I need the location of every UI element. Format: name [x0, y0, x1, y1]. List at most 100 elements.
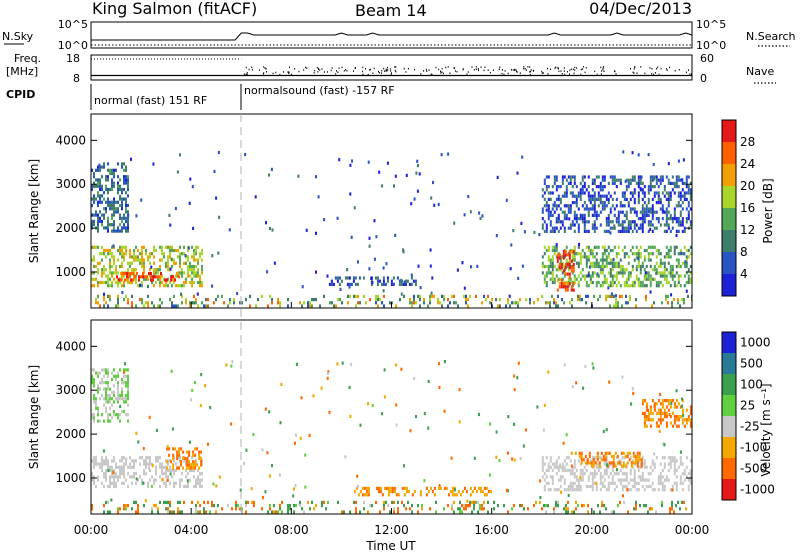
- freq-dot: [691, 73, 692, 75]
- echo-cell: [612, 461, 615, 465]
- echo-cell: [419, 493, 422, 497]
- echo-cell: [645, 274, 648, 278]
- echo-cell: [99, 178, 101, 182]
- freq-dot: [475, 68, 477, 70]
- echo-cell: [115, 168, 117, 172]
- freq-dot: [337, 71, 339, 73]
- echo-cell: [180, 463, 183, 467]
- echo-cell: [453, 294, 455, 298]
- echo-cell: [579, 197, 582, 201]
- echo-cell: [461, 504, 463, 508]
- echo-cell: [651, 462, 654, 466]
- echo-cell: [495, 234, 498, 238]
- echo-cell: [647, 408, 650, 412]
- echo-cell: [209, 510, 211, 514]
- echo-cell: [563, 363, 566, 367]
- echo-cell: [467, 504, 469, 508]
- echo-cell: [115, 413, 117, 417]
- echo-cell: [571, 510, 573, 514]
- echo-cell: [657, 197, 660, 201]
- echo-cell: [675, 258, 678, 262]
- echo-cell: [125, 294, 127, 298]
- echo-cell: [677, 264, 680, 269]
- echo-cell: [487, 294, 489, 298]
- echo-cell: [673, 472, 676, 476]
- echo-cell: [117, 393, 119, 398]
- echo-cell: [95, 462, 97, 466]
- echo-cell: [113, 400, 115, 404]
- echo-cell: [675, 233, 678, 238]
- echo-cell: [186, 466, 189, 470]
- echo-cell: [581, 204, 584, 208]
- echo-cell: [679, 405, 682, 409]
- echo-cell: [107, 219, 109, 224]
- echo-cell: [270, 167, 273, 171]
- echo-cell: [649, 264, 652, 269]
- echo-cell: [617, 459, 620, 463]
- freq-dot: [258, 69, 260, 71]
- echo-cell: [577, 264, 580, 269]
- echo-cell: [651, 481, 654, 485]
- freq-dot: [251, 66, 253, 68]
- echo-cell: [521, 264, 524, 268]
- echo-cell: [564, 253, 567, 257]
- echo-cell: [663, 210, 666, 214]
- echo-cell: [631, 191, 634, 195]
- echo-cell: [121, 197, 123, 201]
- freq-dot: [438, 68, 440, 71]
- echo-cell: [557, 294, 559, 298]
- echo-cell: [683, 500, 685, 504]
- echo-cell: [611, 261, 614, 265]
- echo-cell: [635, 210, 638, 214]
- echo-cell: [147, 294, 149, 298]
- echo-cell: [469, 504, 471, 508]
- echo-cell: [611, 510, 613, 514]
- echo-cell: [475, 294, 477, 298]
- echo-cell: [587, 191, 590, 195]
- echo-cell: [179, 456, 181, 460]
- echo-cell: [625, 178, 628, 182]
- echo-cell: [115, 280, 117, 285]
- echo-cell: [119, 507, 121, 511]
- echo-cell: [641, 181, 644, 185]
- echo-cell: [99, 419, 101, 423]
- echo-cell: [121, 465, 123, 469]
- echo-cell: [629, 210, 632, 214]
- echo-cell: [149, 252, 151, 256]
- freq-dot: [511, 69, 512, 71]
- echo-cell: [113, 213, 115, 217]
- echo-cell: [649, 465, 652, 469]
- echo-cell: [293, 504, 295, 508]
- echo-cell: [400, 282, 403, 286]
- echo-cell: [535, 500, 537, 504]
- echo-cell: [125, 381, 127, 385]
- echo-cell: [551, 226, 554, 230]
- freq-dot: [355, 67, 356, 69]
- echo-cell: [641, 220, 644, 224]
- echo-cell: [271, 298, 273, 302]
- echo-cell: [181, 478, 183, 482]
- echo-cell: [363, 294, 365, 298]
- echo-cell: [637, 153, 640, 157]
- echo-cell: [596, 272, 599, 276]
- echo-cell: [633, 280, 636, 285]
- echo-cell: [539, 479, 542, 483]
- power-colorbar-frame: [721, 119, 737, 297]
- echo-cell: [679, 194, 682, 198]
- echo-cell: [198, 450, 201, 454]
- echo-cell: [633, 197, 636, 201]
- echo-cell: [565, 217, 568, 221]
- echo-cell: [97, 390, 99, 394]
- freq-dot: [525, 69, 527, 71]
- echo-cell: [603, 201, 606, 205]
- echo-cell: [169, 267, 172, 271]
- echo-cell: [553, 462, 556, 466]
- echo-cell: [578, 451, 581, 455]
- power-colorbar-swatch-6: [722, 142, 736, 164]
- echo-cell: [581, 274, 584, 278]
- echo-cell: [607, 201, 610, 205]
- echo-cell: [123, 258, 125, 262]
- echo-cell: [649, 408, 652, 412]
- echo-cell: [641, 264, 644, 269]
- echo-cell: [368, 244, 371, 248]
